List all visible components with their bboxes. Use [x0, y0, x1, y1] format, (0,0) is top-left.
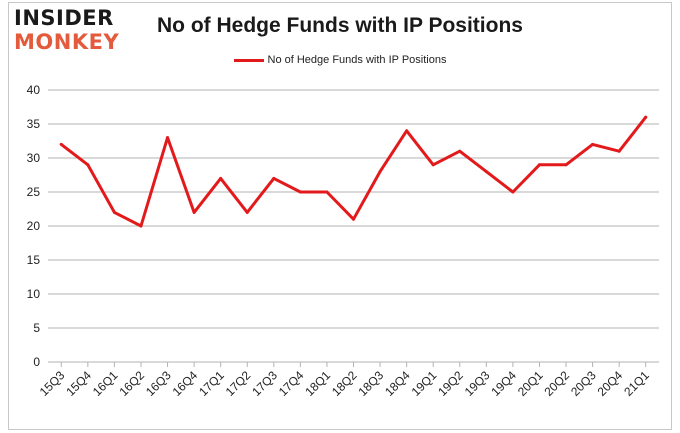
data-point	[458, 149, 462, 153]
x-tick-label: 21Q1	[621, 368, 652, 399]
x-tick-label: 17Q2	[223, 368, 254, 399]
y-tick-label: 35	[27, 117, 41, 131]
data-point	[431, 163, 435, 167]
y-tick-label: 40	[27, 83, 41, 97]
y-tick-label: 0	[33, 355, 40, 369]
data-point	[511, 190, 515, 194]
y-tick-label: 15	[27, 253, 41, 267]
x-tick-label: 18Q3	[356, 368, 387, 399]
chart-title: No of Hedge Funds with IP Positions	[157, 14, 523, 37]
x-tick-label: 16Q1	[90, 368, 121, 399]
y-tick-label: 20	[27, 219, 41, 233]
x-tick-label: 16Q3	[143, 368, 174, 399]
y-tick-label: 10	[27, 287, 41, 301]
data-point	[484, 170, 488, 174]
y-tick-label: 25	[27, 185, 41, 199]
series-line	[59, 115, 648, 228]
x-tick-label: 20Q2	[541, 368, 572, 399]
x-tick-label: 15Q3	[37, 368, 68, 399]
x-tick-label: 20Q1	[515, 368, 546, 399]
x-tick-label: 17Q1	[196, 368, 227, 399]
data-point	[245, 210, 249, 214]
data-point	[325, 190, 329, 194]
data-point	[112, 210, 116, 214]
data-point	[537, 163, 541, 167]
data-point	[378, 170, 382, 174]
x-tick-label: 17Q4	[276, 368, 307, 399]
x-tick-label: 19Q2	[435, 368, 466, 399]
x-tick-label: 20Q4	[595, 368, 626, 399]
data-point	[139, 224, 143, 228]
x-tick-label: 19Q3	[462, 368, 493, 399]
data-point	[405, 129, 409, 133]
legend-label: No of Hedge Funds with IP Positions	[267, 54, 447, 66]
x-tick-label: 19Q4	[488, 368, 519, 399]
y-tick-label: 30	[27, 151, 41, 165]
data-point	[59, 142, 63, 146]
data-point	[644, 115, 648, 119]
data-point	[617, 149, 621, 153]
x-tick-label: 18Q2	[329, 368, 360, 399]
legend-swatch	[233, 58, 264, 62]
y-tick-label: 5	[33, 321, 40, 335]
data-point	[86, 163, 90, 167]
data-point	[352, 217, 355, 221]
x-tick-label: 17Q3	[249, 368, 280, 399]
x-tick-label: 19Q1	[409, 368, 440, 399]
insider-monkey-logo: INSIDER MONKEY	[12, 6, 130, 56]
x-tick-label: 20Q3	[568, 368, 599, 399]
x-tick-label: 16Q4	[170, 368, 201, 399]
chart-legend: No of Hedge Funds with IP Positions	[0, 54, 680, 66]
logo-line-1: INSIDER	[14, 6, 114, 30]
data-point	[219, 176, 223, 180]
x-tick-label: 18Q1	[302, 368, 333, 399]
x-tick-label: 16Q2	[116, 368, 147, 399]
data-point	[298, 190, 302, 194]
data-point	[166, 136, 170, 140]
logo-line-2: MONKEY	[14, 30, 120, 54]
data-point	[272, 176, 276, 180]
data-point	[192, 210, 196, 214]
x-tick-label: 18Q4	[382, 368, 413, 399]
data-point	[591, 142, 595, 146]
data-point	[564, 163, 568, 167]
x-tick-label: 15Q4	[63, 368, 94, 399]
